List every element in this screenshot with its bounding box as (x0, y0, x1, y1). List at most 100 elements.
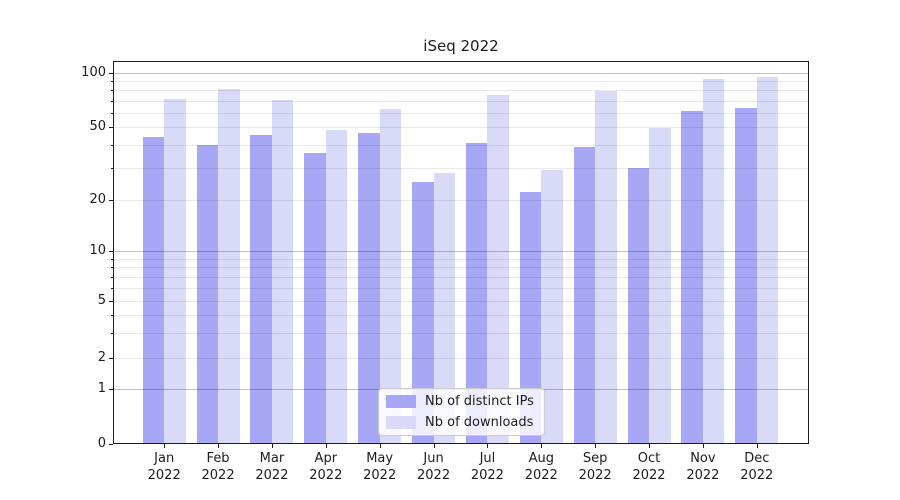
y-tick-label-10: 10 (89, 243, 106, 258)
gridline-minor-9 (114, 259, 808, 260)
bar-downloads-dec (756, 77, 779, 444)
x-tick-sep (595, 444, 597, 448)
x-tick-mar (271, 444, 273, 448)
x-tick-month: Mar (259, 451, 285, 466)
y-tick-1 (109, 389, 113, 390)
gridline-minor-50 (114, 127, 808, 128)
legend-item-distinct-ips: Nb of distinct IPs (386, 394, 544, 410)
y-tick-label-2: 2 (97, 350, 106, 365)
y-minortick-60 (111, 113, 113, 114)
gridline-minor-80 (114, 90, 808, 91)
x-tick-month: Nov (690, 451, 716, 466)
legend-swatch-downloads (386, 416, 416, 429)
y-tick-100 (109, 73, 113, 74)
gridline-minor-30 (114, 168, 808, 169)
x-tick-label-sep: Sep 2022 (563, 450, 627, 484)
x-tick-month: Jun (423, 451, 444, 466)
bar-distinct-ips-jan (142, 136, 165, 444)
gridline-minor-4 (114, 315, 808, 316)
bar-downloads-nov (702, 78, 725, 444)
y-minortick-80 (111, 90, 113, 91)
y-tick-10 (109, 251, 113, 252)
bar-downloads-may (379, 108, 402, 444)
x-tick-month: Jul (479, 451, 496, 466)
legend-label-distinct-ips: Nb of distinct IPs (425, 393, 534, 409)
x-tick-month: Feb (206, 451, 230, 466)
bar-distinct-ips-jul (465, 142, 488, 444)
y-tick-2 (109, 358, 113, 359)
legend-label-downloads: Nb of downloads (425, 414, 534, 430)
y-minortick-4 (111, 315, 113, 316)
bar-downloads-feb (218, 88, 240, 444)
x-tick-label-oct: Oct 2022 (617, 450, 681, 484)
y-tick-label-1: 1 (97, 381, 106, 396)
y-tick-label-20: 20 (89, 192, 106, 207)
chart-title: iSeq 2022 (423, 37, 499, 55)
gridline-major-100 (114, 73, 808, 74)
y-tick-5 (109, 301, 113, 302)
bar-distinct-ips-jun (412, 182, 434, 444)
x-tick-year: 2022 (632, 468, 666, 483)
bar-distinct-ips-aug (519, 192, 542, 444)
y-minortick-30 (111, 168, 113, 169)
x-tick-year: 2022 (309, 468, 343, 483)
y-minortick-7 (111, 277, 113, 278)
x-tick-year: 2022 (417, 468, 451, 483)
y-tick-label-50: 50 (89, 118, 106, 134)
y-tick-50 (109, 127, 113, 128)
x-tick-month: Jan (154, 451, 175, 466)
y-minortick-8 (111, 267, 113, 268)
bar-distinct-ips-apr (304, 152, 326, 444)
y-minortick-90 (111, 81, 113, 82)
y-tick-0 (109, 444, 113, 445)
x-tick-year: 2022 (578, 468, 612, 483)
x-tick-label-feb: Feb 2022 (186, 450, 250, 484)
y-tick-label-0: 0 (97, 436, 106, 451)
bar-distinct-ips-may (358, 133, 380, 444)
x-tick-apr (325, 444, 327, 448)
y-minortick-70 (111, 101, 113, 102)
gridline-minor-8 (114, 267, 808, 268)
x-tick-feb (218, 444, 220, 448)
x-tick-year: 2022 (201, 468, 235, 483)
x-tick-label-jul: Jul 2022 (455, 450, 519, 484)
x-tick-month: Sep (582, 451, 608, 466)
legend-item-downloads: Nb of downloads (386, 415, 544, 431)
gridline-minor-7 (114, 277, 808, 278)
gridline-minor-3 (114, 333, 808, 334)
gridline-major-10 (114, 251, 808, 252)
x-tick-label-nov: Nov 2022 (671, 450, 735, 484)
bar-downloads-jun (433, 173, 456, 444)
bar-downloads-aug (541, 170, 563, 444)
x-tick-year: 2022 (255, 468, 289, 483)
bar-downloads-mar (271, 99, 294, 444)
bar-distinct-ips-feb (196, 144, 219, 444)
x-tick-month: Oct (637, 451, 661, 466)
x-tick-jan (164, 444, 166, 448)
x-tick-month: Aug (528, 451, 554, 466)
x-tick-year: 2022 (524, 468, 558, 483)
gridline-minor-2 (114, 358, 808, 359)
y-minortick-3 (111, 333, 113, 334)
x-tick-label-dec: Dec 2022 (725, 450, 789, 484)
x-tick-label-aug: Aug 2022 (509, 450, 573, 484)
x-tick-label-may: May 2022 (348, 450, 412, 484)
gridline-minor-6 (114, 288, 808, 289)
x-tick-jun (433, 444, 435, 448)
x-tick-may (379, 444, 381, 448)
y-tick-label-5: 5 (97, 293, 106, 308)
x-tick-oct (649, 444, 651, 448)
x-tick-year: 2022 (363, 468, 397, 483)
bar-downloads-jul (487, 95, 509, 444)
x-tick-year: 2022 (686, 468, 720, 483)
bar-downloads-jan (164, 98, 186, 444)
x-tick-dec (756, 444, 758, 448)
y-tick-20 (109, 200, 113, 201)
x-tick-year: 2022 (470, 468, 504, 483)
bar-distinct-ips-oct (627, 167, 650, 444)
x-tick-label-mar: Mar 2022 (240, 450, 304, 484)
x-tick-aug (541, 444, 543, 448)
bar-downloads-sep (595, 91, 617, 444)
bar-distinct-ips-sep (573, 146, 596, 444)
x-tick-year: 2022 (740, 468, 774, 483)
